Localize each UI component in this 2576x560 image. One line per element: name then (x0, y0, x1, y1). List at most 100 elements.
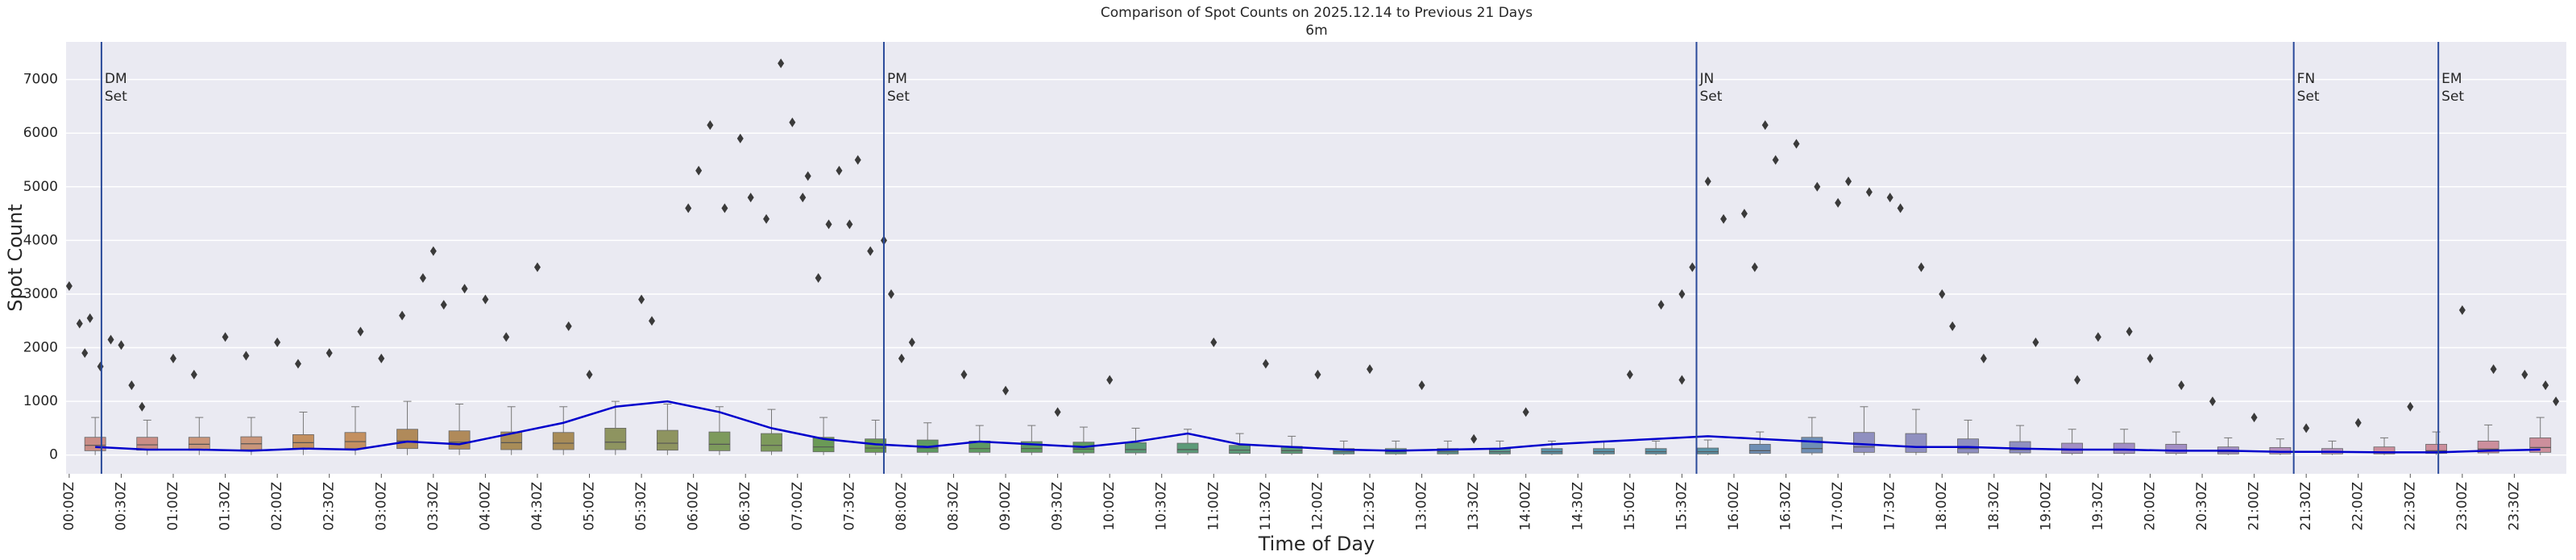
box (812, 437, 835, 453)
outlier (1418, 380, 1425, 391)
outlier (107, 334, 114, 345)
outlier (1054, 407, 1061, 417)
outlier (1980, 353, 1987, 363)
outlier (1761, 120, 1769, 131)
x-tick-label: 13:00Z (1414, 482, 1430, 531)
outlier (1793, 139, 1800, 149)
outlier (721, 203, 728, 214)
outlier (2553, 396, 2560, 407)
x-tick-label: 09:30Z (1050, 482, 1066, 531)
x-tick-label: 05:00Z (582, 482, 598, 531)
box (292, 433, 314, 450)
x-tick-label: 15:00Z (1622, 482, 1638, 531)
x-tick-label: 12:00Z (1309, 482, 1325, 531)
x-tick-label: 16:30Z (1778, 482, 1794, 531)
outlier (586, 369, 593, 380)
x-tick-label: 17:00Z (1830, 482, 1846, 531)
outlier (2521, 369, 2528, 380)
outlier (799, 193, 807, 203)
outlier (2147, 353, 2154, 363)
box (188, 437, 210, 451)
outlier (1845, 176, 1852, 187)
box (2113, 442, 2135, 454)
outlier (2250, 413, 2258, 423)
x-tick-label: 01:30Z (218, 482, 234, 531)
x-tick-label: 10:30Z (1154, 482, 1170, 531)
outlier (1522, 407, 1529, 417)
outlier (274, 337, 281, 347)
x-tick-label: 21:30Z (2298, 482, 2314, 531)
box (240, 436, 263, 450)
x-tick-label: 03:30Z (425, 482, 442, 531)
y-tick-label: 4000 (23, 232, 58, 248)
outlier (1897, 203, 1904, 214)
outlier (565, 321, 572, 331)
x-tick-label: 18:30Z (1986, 482, 2002, 531)
outlier (1918, 262, 1925, 272)
x-tick-label: 13:30Z (1466, 482, 1482, 531)
box (1905, 433, 1927, 453)
x-tick-label: 04:00Z (477, 482, 493, 531)
box (2373, 446, 2396, 454)
outlier (1210, 337, 1217, 347)
outlier (1678, 288, 1686, 299)
x-tick-label: 08:30Z (945, 482, 961, 531)
outlier (1367, 364, 1374, 375)
x-tick-label: 02:00Z (269, 482, 285, 531)
x-tick-label: 07:00Z (790, 482, 806, 531)
outlier (908, 337, 915, 347)
box (708, 431, 731, 451)
box (136, 437, 159, 451)
outlier (1865, 187, 1873, 197)
outlier (1720, 214, 1728, 224)
box (656, 429, 678, 451)
outlier (2178, 380, 2185, 391)
x-tick-label: 06:00Z (686, 482, 702, 531)
box (2009, 441, 2031, 454)
box (761, 433, 782, 452)
outlier (1626, 369, 1633, 380)
outlier (815, 272, 822, 283)
box (1541, 448, 1563, 454)
box (1593, 448, 1615, 454)
x-tick-label: 02:30Z (321, 482, 338, 531)
box (1697, 447, 1719, 454)
outlier (2407, 401, 2414, 412)
outlier (190, 369, 197, 380)
outlier (2209, 396, 2216, 407)
plot-background (66, 42, 2566, 474)
outlier (854, 155, 861, 165)
y-tick-label: 0 (49, 447, 58, 463)
outlier (294, 359, 301, 369)
outlier (804, 171, 811, 181)
outlier (1886, 193, 1894, 203)
outlier (533, 262, 541, 272)
x-tick-label: 09:00Z (998, 482, 1014, 531)
annotation-label: Set (887, 89, 910, 105)
outlier (76, 318, 83, 329)
outlier (747, 193, 754, 203)
outlier (482, 294, 489, 305)
x-tick-label: 18:00Z (1934, 482, 1950, 531)
outlier (1772, 155, 1779, 165)
box (1437, 448, 1459, 454)
outlier (1106, 375, 1114, 385)
box (448, 430, 471, 450)
outlier (1002, 385, 1010, 396)
outlier (707, 120, 714, 131)
outlier (960, 369, 968, 380)
box (2425, 443, 2447, 454)
chart-subtitle: 6m (1305, 23, 1327, 39)
y-tick-label: 2000 (23, 340, 58, 356)
box (396, 429, 418, 450)
outlier (378, 353, 385, 363)
x-tick-label: 23:30Z (2506, 482, 2522, 531)
x-tick-label: 00:30Z (113, 482, 129, 531)
box (1229, 445, 1251, 454)
box (1852, 432, 1875, 453)
outlier (81, 348, 89, 359)
box (2165, 443, 2188, 454)
outlier (1949, 321, 1956, 331)
x-tick-label: 19:30Z (2090, 482, 2106, 531)
